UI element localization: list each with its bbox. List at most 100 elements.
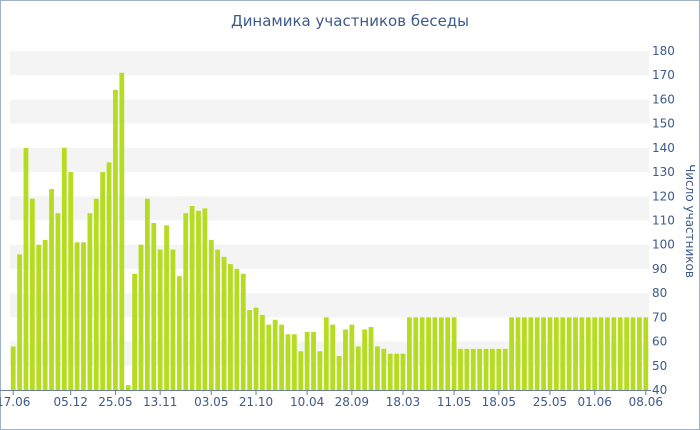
bar[interactable] bbox=[541, 317, 546, 390]
bar[interactable] bbox=[394, 353, 399, 390]
bar[interactable] bbox=[42, 239, 48, 390]
bar[interactable] bbox=[74, 242, 80, 390]
bar[interactable] bbox=[311, 331, 316, 390]
bar[interactable] bbox=[502, 348, 508, 390]
bar[interactable] bbox=[547, 317, 553, 390]
bar[interactable] bbox=[228, 264, 233, 390]
bar[interactable] bbox=[298, 351, 304, 390]
bar[interactable] bbox=[234, 268, 240, 390]
bar[interactable] bbox=[387, 353, 393, 390]
bar[interactable] bbox=[560, 317, 566, 390]
bar[interactable] bbox=[215, 249, 221, 390]
bar[interactable] bbox=[483, 348, 489, 390]
bar[interactable] bbox=[196, 210, 201, 390]
bar[interactable] bbox=[355, 346, 361, 390]
bar[interactable] bbox=[336, 356, 342, 390]
bar[interactable] bbox=[202, 208, 208, 390]
bar[interactable] bbox=[432, 317, 438, 390]
bar[interactable] bbox=[515, 317, 521, 390]
bar[interactable] bbox=[470, 348, 476, 390]
bar[interactable] bbox=[413, 317, 419, 390]
bar[interactable] bbox=[343, 329, 348, 390]
bar[interactable] bbox=[36, 244, 42, 390]
bar[interactable] bbox=[381, 348, 387, 390]
bar[interactable] bbox=[189, 205, 195, 390]
bar[interactable] bbox=[285, 334, 291, 390]
bar[interactable] bbox=[100, 172, 106, 390]
bar[interactable] bbox=[490, 348, 495, 390]
bar[interactable] bbox=[253, 307, 259, 390]
bar[interactable] bbox=[29, 198, 35, 390]
bar[interactable] bbox=[49, 189, 54, 390]
bar[interactable] bbox=[176, 276, 182, 390]
bar[interactable] bbox=[528, 317, 534, 390]
bar[interactable] bbox=[458, 348, 463, 390]
bar[interactable] bbox=[93, 198, 99, 390]
bar[interactable] bbox=[144, 198, 150, 390]
bar[interactable] bbox=[585, 317, 591, 390]
bar[interactable] bbox=[368, 327, 374, 390]
bar[interactable] bbox=[566, 317, 572, 390]
bar[interactable] bbox=[132, 273, 138, 390]
bar[interactable] bbox=[534, 317, 540, 390]
bar[interactable] bbox=[106, 162, 112, 390]
bar[interactable] bbox=[630, 317, 636, 390]
bar[interactable] bbox=[81, 242, 86, 390]
bar[interactable] bbox=[272, 319, 278, 390]
bar[interactable] bbox=[362, 329, 368, 390]
bar[interactable] bbox=[592, 317, 598, 390]
bar[interactable] bbox=[375, 346, 380, 390]
bar[interactable] bbox=[323, 317, 329, 390]
bar[interactable] bbox=[291, 334, 297, 390]
bar[interactable] bbox=[87, 213, 93, 390]
bar[interactable] bbox=[419, 317, 425, 390]
bar[interactable] bbox=[617, 317, 623, 390]
bar[interactable] bbox=[477, 348, 483, 390]
bar[interactable] bbox=[553, 317, 559, 390]
bar[interactable] bbox=[279, 324, 284, 390]
bar[interactable] bbox=[304, 331, 310, 390]
bar[interactable] bbox=[624, 317, 630, 390]
bar[interactable] bbox=[451, 317, 457, 390]
bar[interactable] bbox=[113, 89, 118, 390]
bar[interactable] bbox=[400, 353, 406, 390]
bar[interactable] bbox=[61, 147, 67, 390]
bar[interactable] bbox=[164, 225, 169, 390]
bar[interactable] bbox=[637, 317, 642, 390]
bar[interactable] bbox=[170, 249, 176, 390]
bar[interactable] bbox=[260, 314, 265, 390]
bar[interactable] bbox=[151, 222, 157, 390]
bar[interactable] bbox=[240, 273, 246, 390]
bar[interactable] bbox=[23, 147, 29, 390]
bar[interactable] bbox=[445, 317, 451, 390]
bar[interactable] bbox=[579, 317, 585, 390]
bar[interactable] bbox=[183, 213, 189, 390]
bar[interactable] bbox=[605, 317, 610, 390]
bar[interactable] bbox=[125, 385, 131, 390]
bar[interactable] bbox=[573, 317, 578, 390]
bar[interactable] bbox=[119, 72, 125, 391]
bar[interactable] bbox=[221, 256, 227, 390]
bar[interactable] bbox=[598, 317, 604, 390]
bar[interactable] bbox=[611, 317, 617, 390]
bar[interactable] bbox=[643, 317, 649, 390]
bar[interactable] bbox=[464, 348, 470, 390]
bar[interactable] bbox=[10, 346, 16, 390]
bar[interactable] bbox=[68, 172, 74, 390]
bar[interactable] bbox=[496, 348, 502, 390]
bar[interactable] bbox=[138, 244, 144, 390]
bar[interactable] bbox=[317, 351, 323, 390]
bar[interactable] bbox=[426, 317, 431, 390]
bar[interactable] bbox=[330, 324, 336, 390]
bar[interactable] bbox=[157, 249, 163, 390]
bar[interactable] bbox=[438, 317, 444, 390]
bar[interactable] bbox=[521, 317, 527, 390]
bar[interactable] bbox=[349, 324, 355, 390]
bar[interactable] bbox=[17, 254, 22, 390]
bar[interactable] bbox=[55, 213, 61, 390]
bar[interactable] bbox=[247, 310, 253, 390]
bar[interactable] bbox=[208, 239, 214, 390]
bar[interactable] bbox=[266, 324, 272, 390]
bar[interactable] bbox=[406, 317, 412, 390]
bar[interactable] bbox=[509, 317, 515, 390]
